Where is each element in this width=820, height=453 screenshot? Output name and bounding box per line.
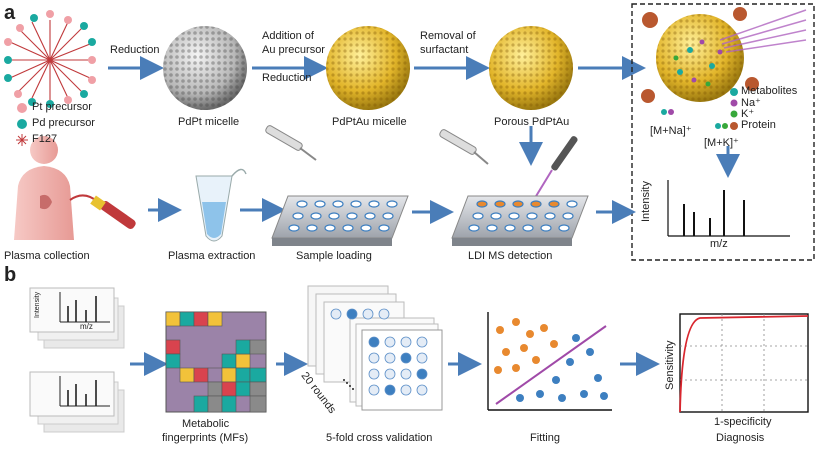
inset-legend-na: Na⁺: [741, 97, 761, 109]
inset-legend-metabolites: Metabolites: [741, 85, 798, 97]
b-roc-xlabel: 1-specificity: [714, 416, 772, 428]
inset-spectrum: [667, 180, 790, 237]
step-reduction-1: Reduction: [110, 44, 160, 56]
b-label-cross-validation: 5-fold cross validation: [326, 432, 433, 444]
porous-pdptau-sphere: [489, 26, 573, 110]
inset-sphere: [656, 14, 744, 102]
inset-legend-k: K⁺: [741, 108, 755, 120]
label-plasma-collection: Plasma collection: [4, 250, 90, 262]
pdptau-micelle-sphere: [326, 26, 410, 110]
step-reduction-2: Reduction: [262, 72, 312, 84]
protein-legend-icon: [730, 122, 738, 130]
b-label-fingerprints: fingerprints (MFs): [162, 432, 249, 444]
pipette-icon-1: [265, 125, 317, 161]
protein-icon: [641, 7, 759, 103]
step-removal-line2: surfactant: [420, 44, 469, 56]
eppendorf-tube-icon: [195, 168, 247, 242]
roc-plot: [679, 313, 809, 413]
pipette-icon-2: [439, 129, 489, 165]
b-spectrum-ylabel: Intensity: [34, 291, 41, 318]
na-legend-icon: [730, 99, 738, 107]
human-body-icon: [14, 136, 74, 240]
inset-xlabel: m/z: [710, 238, 728, 250]
b-label-diagnosis: Diagnosis: [716, 432, 765, 444]
k-legend-icon: [730, 110, 738, 118]
label-pdptau-micelle: PdPtAu micelle: [332, 116, 407, 128]
b-label-fitting: Fitting: [530, 432, 560, 444]
ion-icons: [661, 109, 728, 129]
b-roc-ylabel: Sensitivity: [664, 340, 676, 390]
b-spectrum-xlabel: m/z: [80, 322, 93, 331]
laser-pen-icon: [529, 136, 578, 207]
label-plasma-extraction: Plasma extraction: [168, 250, 256, 262]
fitting-scatter-plot: [487, 312, 612, 411]
step-removal-line1: Removal of: [420, 30, 476, 42]
inset-box: [631, 3, 815, 261]
legend-pt: Pt precursor: [32, 101, 92, 113]
cross-validation-grids: [307, 285, 443, 411]
pdpt-micelle-sphere: [163, 26, 247, 110]
f127-legend-icon: [16, 134, 28, 146]
label-sample-loading: Sample loading: [296, 250, 372, 262]
legend-f127: F127: [32, 133, 58, 145]
spectrum-stack-1: [29, 287, 125, 349]
label-porous-pdptau: Porous PdPtAu: [494, 116, 570, 128]
pd-legend-icon: [17, 119, 27, 129]
inset-ion-na: [M+Na]⁺: [650, 125, 692, 137]
legend-pd: Pd precursor: [32, 117, 95, 129]
label-pdpt-micelle: PdPt micelle: [178, 116, 240, 128]
label-ldi-ms-detection: LDI MS detection: [468, 250, 553, 262]
laser-beam-icon: [719, 9, 807, 53]
spectrum-stack-2: [29, 371, 125, 433]
sample-plate-2: [451, 195, 589, 246]
step-addition-line1: Addition of: [262, 30, 314, 42]
metabolic-fingerprint-matrix: [165, 311, 267, 413]
panel-b-label: b: [4, 264, 17, 286]
precursor-micelle-icon: [4, 10, 96, 108]
panel-a-label: a: [4, 2, 16, 24]
inset-ion-k: [M+K]⁺: [704, 137, 739, 149]
sample-plate-1: [271, 195, 409, 246]
inset-legend-protein: Protein: [741, 119, 776, 131]
b-label-metabolic: Metabolic: [182, 418, 230, 430]
metabolites-legend-icon: [730, 88, 738, 96]
blood-tube-icon: [69, 194, 136, 229]
inset-ylabel: Intensity: [640, 181, 652, 222]
step-addition-line2: Au precursor: [262, 44, 325, 56]
pt-legend-icon: [17, 103, 27, 113]
